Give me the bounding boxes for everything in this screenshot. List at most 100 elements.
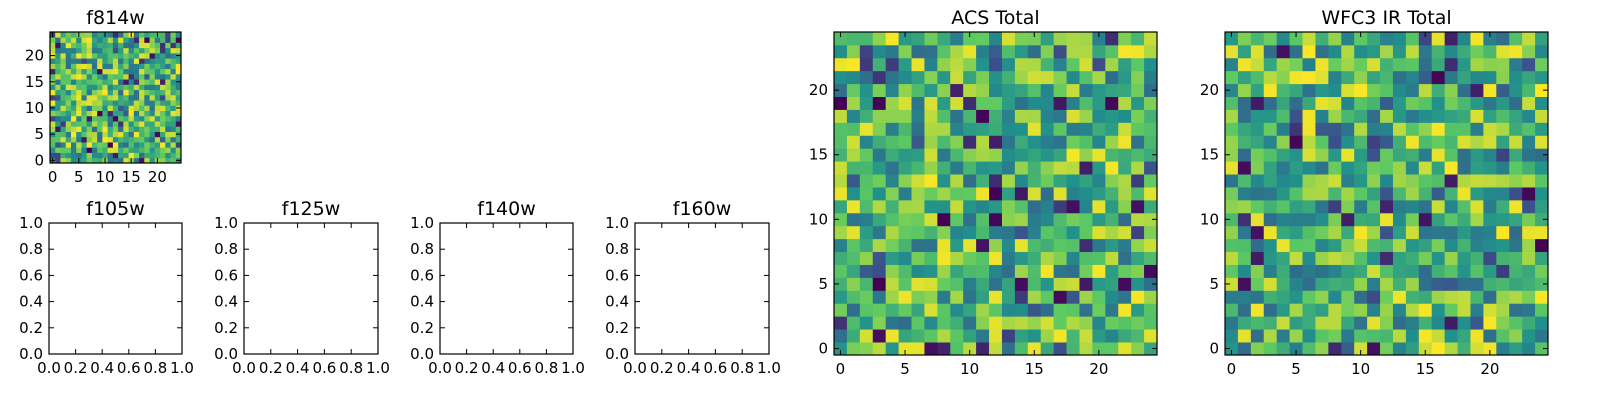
heatmap-cell [1315,109,1329,123]
heatmap-cell [1483,264,1497,278]
heatmap-cell [1027,187,1042,201]
heatmap-cell [76,37,82,43]
y-tick-label: 0.2 [214,319,238,337]
heatmap-cell [937,57,951,72]
heatmap-cell [937,148,951,162]
heatmap-cell [1250,44,1265,59]
heatmap-cell [1014,212,1029,227]
heatmap-cell [1470,187,1484,201]
heatmap-cell [1509,277,1523,291]
heatmap-cell [1431,174,1446,188]
heatmap-cell [1014,225,1029,240]
heatmap-cell [1276,44,1290,59]
heatmap-cell [50,47,56,54]
heatmap-cell [133,105,140,111]
heatmap-cell [989,109,1003,123]
heatmap-cell [65,84,72,91]
heatmap-cell [154,147,161,153]
heatmap-cell [149,115,156,122]
heatmap-cell [1522,290,1536,304]
heatmap-cell [1496,251,1510,265]
heatmap-cell [1225,225,1239,240]
heatmap-cell [160,94,166,101]
heatmap-cell [989,251,1003,265]
heatmap-cell [175,84,182,91]
heatmap-cell [1535,199,1549,214]
heatmap-cell [1341,342,1355,356]
heatmap-cell [1457,238,1471,253]
heatmap-cell [50,110,56,117]
heatmap-cell [175,142,182,148]
heatmap-cell [1380,212,1394,227]
heatmap-cell [1483,70,1497,85]
heatmap-cell [97,52,103,59]
heatmap-cell [118,84,124,91]
heatmap-cell [1118,135,1132,149]
heatmap-cell [118,79,124,85]
heatmap-cell [885,44,899,59]
heatmap-cell [1354,122,1368,136]
heatmap-cell [1431,225,1446,240]
y-tick-label: 0 [1209,340,1219,358]
heatmap-cell [102,47,109,54]
heatmap-cell [123,147,129,153]
heatmap-cell [154,110,161,117]
heatmap-cell [859,342,874,356]
heatmap-cell [102,105,109,111]
heatmap-cell [170,115,177,122]
heatmap-cell [1225,329,1239,343]
heatmap-cell [859,238,874,253]
heatmap-cell [165,79,171,85]
heatmap-cell [1250,148,1265,162]
heatmap-cell [1431,277,1446,291]
heatmap-cell [1354,199,1368,214]
heatmap-cell [1250,277,1265,291]
heatmap-cell [834,225,848,240]
heatmap-cell [1535,251,1549,265]
heatmap-cell [885,199,899,214]
heatmap-cell [950,96,964,110]
heatmap-cell [1237,135,1252,149]
heatmap-cell [1380,44,1394,59]
heatmap-cell [1118,238,1132,253]
heatmap-cell [55,110,61,117]
heatmap-cell [123,105,129,111]
heatmap-cell [76,147,82,153]
heatmap-cell [154,52,161,59]
heatmap-cell [1092,290,1106,304]
heatmap-cell [133,84,140,91]
heatmap-cell [911,187,925,201]
heatmap-cell [834,174,848,188]
heatmap-cell [1405,148,1420,162]
heatmap-cell [70,147,77,153]
heatmap-cell [1496,83,1510,97]
heatmap-cell [1380,199,1394,214]
heatmap-cell [1457,342,1471,356]
heatmap-cell [1027,83,1042,97]
heatmap-cell [1118,148,1132,162]
heatmap-cell [1263,70,1278,85]
heatmap-cell [112,100,119,106]
heatmap-cell [1367,161,1381,175]
heatmap-cell [123,84,129,91]
heatmap-cell [112,79,119,85]
heatmap-cell [91,142,98,148]
heatmap-cell [133,68,140,75]
heatmap-cell [963,135,977,149]
heatmap-cell [924,303,938,317]
heatmap-cell [60,115,67,122]
heatmap-cell [102,152,109,159]
heatmap-cell [170,110,177,117]
heatmap-cell [81,105,88,111]
heatmap-cell [1470,122,1484,136]
heatmap-cell [1509,303,1523,317]
heatmap-cell [1250,316,1265,330]
axes-frame [634,222,770,355]
heatmap-cell [1144,238,1158,253]
heatmap-cell [65,68,72,75]
heatmap-cell [1367,225,1381,240]
heatmap-cell [1014,57,1029,72]
heatmap-cell [1250,264,1265,278]
heatmap-cell [1444,238,1458,253]
heatmap-cell [1509,264,1523,278]
